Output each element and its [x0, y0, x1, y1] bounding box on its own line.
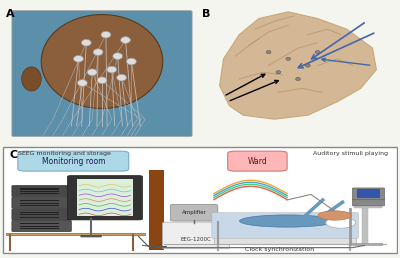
FancyBboxPatch shape	[20, 193, 60, 195]
Circle shape	[117, 74, 126, 81]
FancyBboxPatch shape	[3, 147, 397, 253]
FancyBboxPatch shape	[80, 235, 102, 237]
Text: Clock synchronization: Clock synchronization	[245, 247, 314, 252]
Circle shape	[78, 80, 87, 86]
FancyBboxPatch shape	[12, 186, 71, 197]
Ellipse shape	[326, 217, 356, 228]
Text: Auditory stimuli playing: Auditory stimuli playing	[313, 151, 388, 156]
FancyBboxPatch shape	[352, 199, 384, 206]
Text: EEG-1200C: EEG-1200C	[181, 237, 212, 242]
FancyBboxPatch shape	[212, 213, 358, 238]
FancyBboxPatch shape	[20, 205, 60, 206]
Circle shape	[74, 55, 83, 62]
FancyBboxPatch shape	[20, 200, 60, 201]
FancyBboxPatch shape	[357, 189, 380, 198]
Text: B: B	[202, 9, 210, 19]
Circle shape	[306, 64, 310, 67]
Circle shape	[121, 37, 130, 43]
Text: Amplifier: Amplifier	[182, 210, 206, 215]
Text: Monitoring room: Monitoring room	[42, 157, 105, 166]
FancyBboxPatch shape	[20, 226, 60, 227]
Circle shape	[286, 57, 290, 60]
FancyBboxPatch shape	[20, 223, 60, 224]
Text: Ward: Ward	[248, 157, 267, 166]
FancyBboxPatch shape	[228, 151, 287, 171]
Text: A: A	[6, 9, 14, 19]
Circle shape	[113, 53, 122, 60]
Circle shape	[126, 58, 136, 65]
Circle shape	[318, 211, 351, 220]
Circle shape	[82, 39, 91, 46]
Circle shape	[276, 71, 281, 74]
Circle shape	[97, 77, 107, 84]
FancyBboxPatch shape	[148, 170, 164, 250]
FancyBboxPatch shape	[162, 222, 230, 249]
FancyBboxPatch shape	[214, 213, 356, 244]
FancyBboxPatch shape	[67, 175, 142, 220]
FancyBboxPatch shape	[12, 221, 71, 232]
FancyBboxPatch shape	[20, 203, 60, 204]
Circle shape	[107, 66, 117, 73]
FancyBboxPatch shape	[20, 228, 60, 229]
Circle shape	[93, 49, 103, 55]
FancyBboxPatch shape	[12, 209, 71, 220]
FancyBboxPatch shape	[20, 214, 60, 215]
FancyBboxPatch shape	[18, 151, 129, 171]
FancyBboxPatch shape	[354, 205, 382, 208]
FancyBboxPatch shape	[352, 243, 383, 246]
FancyBboxPatch shape	[362, 205, 368, 244]
Circle shape	[296, 77, 300, 80]
FancyBboxPatch shape	[20, 212, 60, 213]
FancyBboxPatch shape	[20, 191, 60, 192]
Text: C: C	[10, 150, 18, 160]
FancyBboxPatch shape	[12, 11, 192, 137]
FancyBboxPatch shape	[352, 188, 384, 200]
FancyBboxPatch shape	[170, 204, 218, 221]
FancyBboxPatch shape	[6, 233, 144, 236]
Ellipse shape	[22, 67, 41, 91]
Circle shape	[315, 51, 320, 54]
Circle shape	[101, 31, 111, 38]
FancyBboxPatch shape	[77, 179, 133, 216]
Text: SEEG monitoring and storage: SEEG monitoring and storage	[18, 151, 111, 156]
Ellipse shape	[41, 14, 163, 108]
FancyBboxPatch shape	[20, 188, 60, 190]
FancyBboxPatch shape	[12, 197, 71, 208]
Circle shape	[266, 51, 271, 54]
Circle shape	[87, 69, 97, 76]
Polygon shape	[220, 12, 376, 119]
FancyBboxPatch shape	[20, 217, 60, 218]
Ellipse shape	[240, 215, 335, 227]
